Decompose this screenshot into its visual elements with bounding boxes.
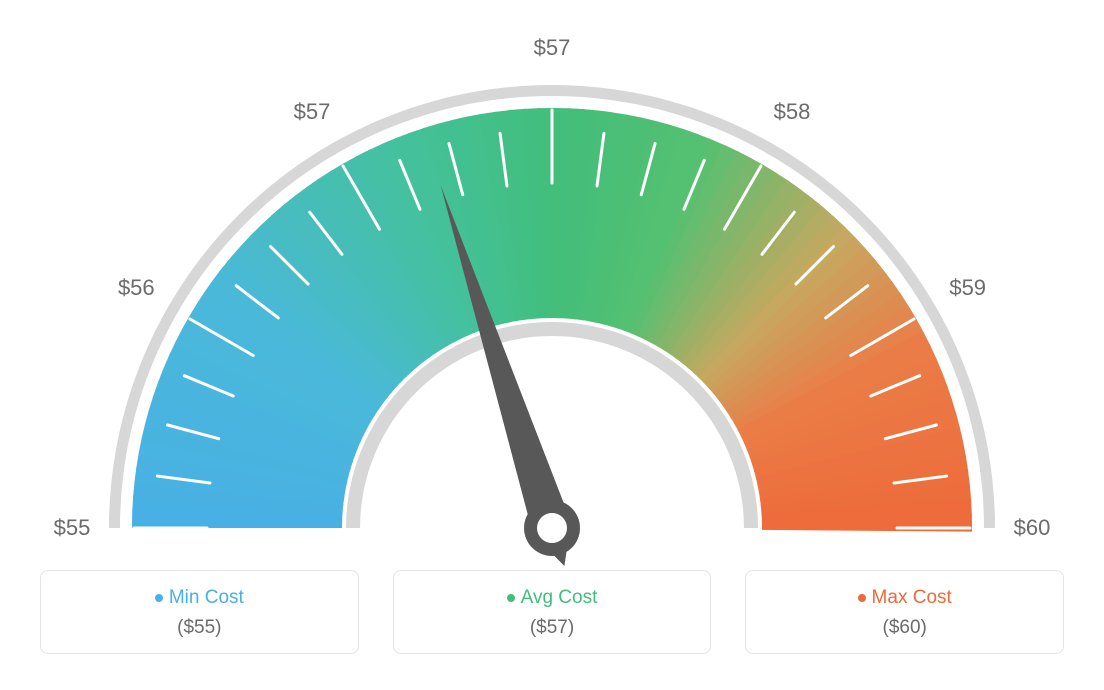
legend-row: Min Cost ($55) Avg Cost ($57) Max Cost (…	[0, 570, 1104, 654]
legend-min-title: Min Cost	[51, 587, 348, 609]
gauge-tick-label: $57	[534, 35, 571, 61]
legend-max-label: Max Cost	[872, 587, 952, 608]
legend-avg-value: ($57)	[404, 617, 701, 639]
gauge-tick-label: $58	[774, 99, 811, 125]
max-dot-icon	[858, 594, 866, 602]
legend-avg-title: Avg Cost	[404, 587, 701, 609]
gauge-chart: $55 $56 $57 $57 $58 $59 $60	[0, 0, 1104, 570]
gauge-svg	[0, 0, 1104, 570]
legend-max-title: Max Cost	[756, 587, 1053, 609]
legend-card-max: Max Cost ($60)	[745, 570, 1064, 654]
legend-min-label: Min Cost	[169, 587, 244, 608]
gauge-tick-label: $59	[949, 275, 986, 301]
legend-min-value: ($55)	[51, 617, 348, 639]
legend-avg-label: Avg Cost	[521, 587, 598, 608]
min-dot-icon	[155, 594, 163, 602]
legend-max-value: ($60)	[756, 617, 1053, 639]
legend-card-min: Min Cost ($55)	[40, 570, 359, 654]
gauge-tick-label: $57	[294, 99, 331, 125]
gauge-tick-label: $55	[54, 515, 91, 541]
gauge-tick-label: $56	[118, 275, 155, 301]
gauge-tick-label: $60	[1014, 515, 1051, 541]
avg-dot-icon	[507, 594, 515, 602]
legend-card-avg: Avg Cost ($57)	[393, 570, 712, 654]
